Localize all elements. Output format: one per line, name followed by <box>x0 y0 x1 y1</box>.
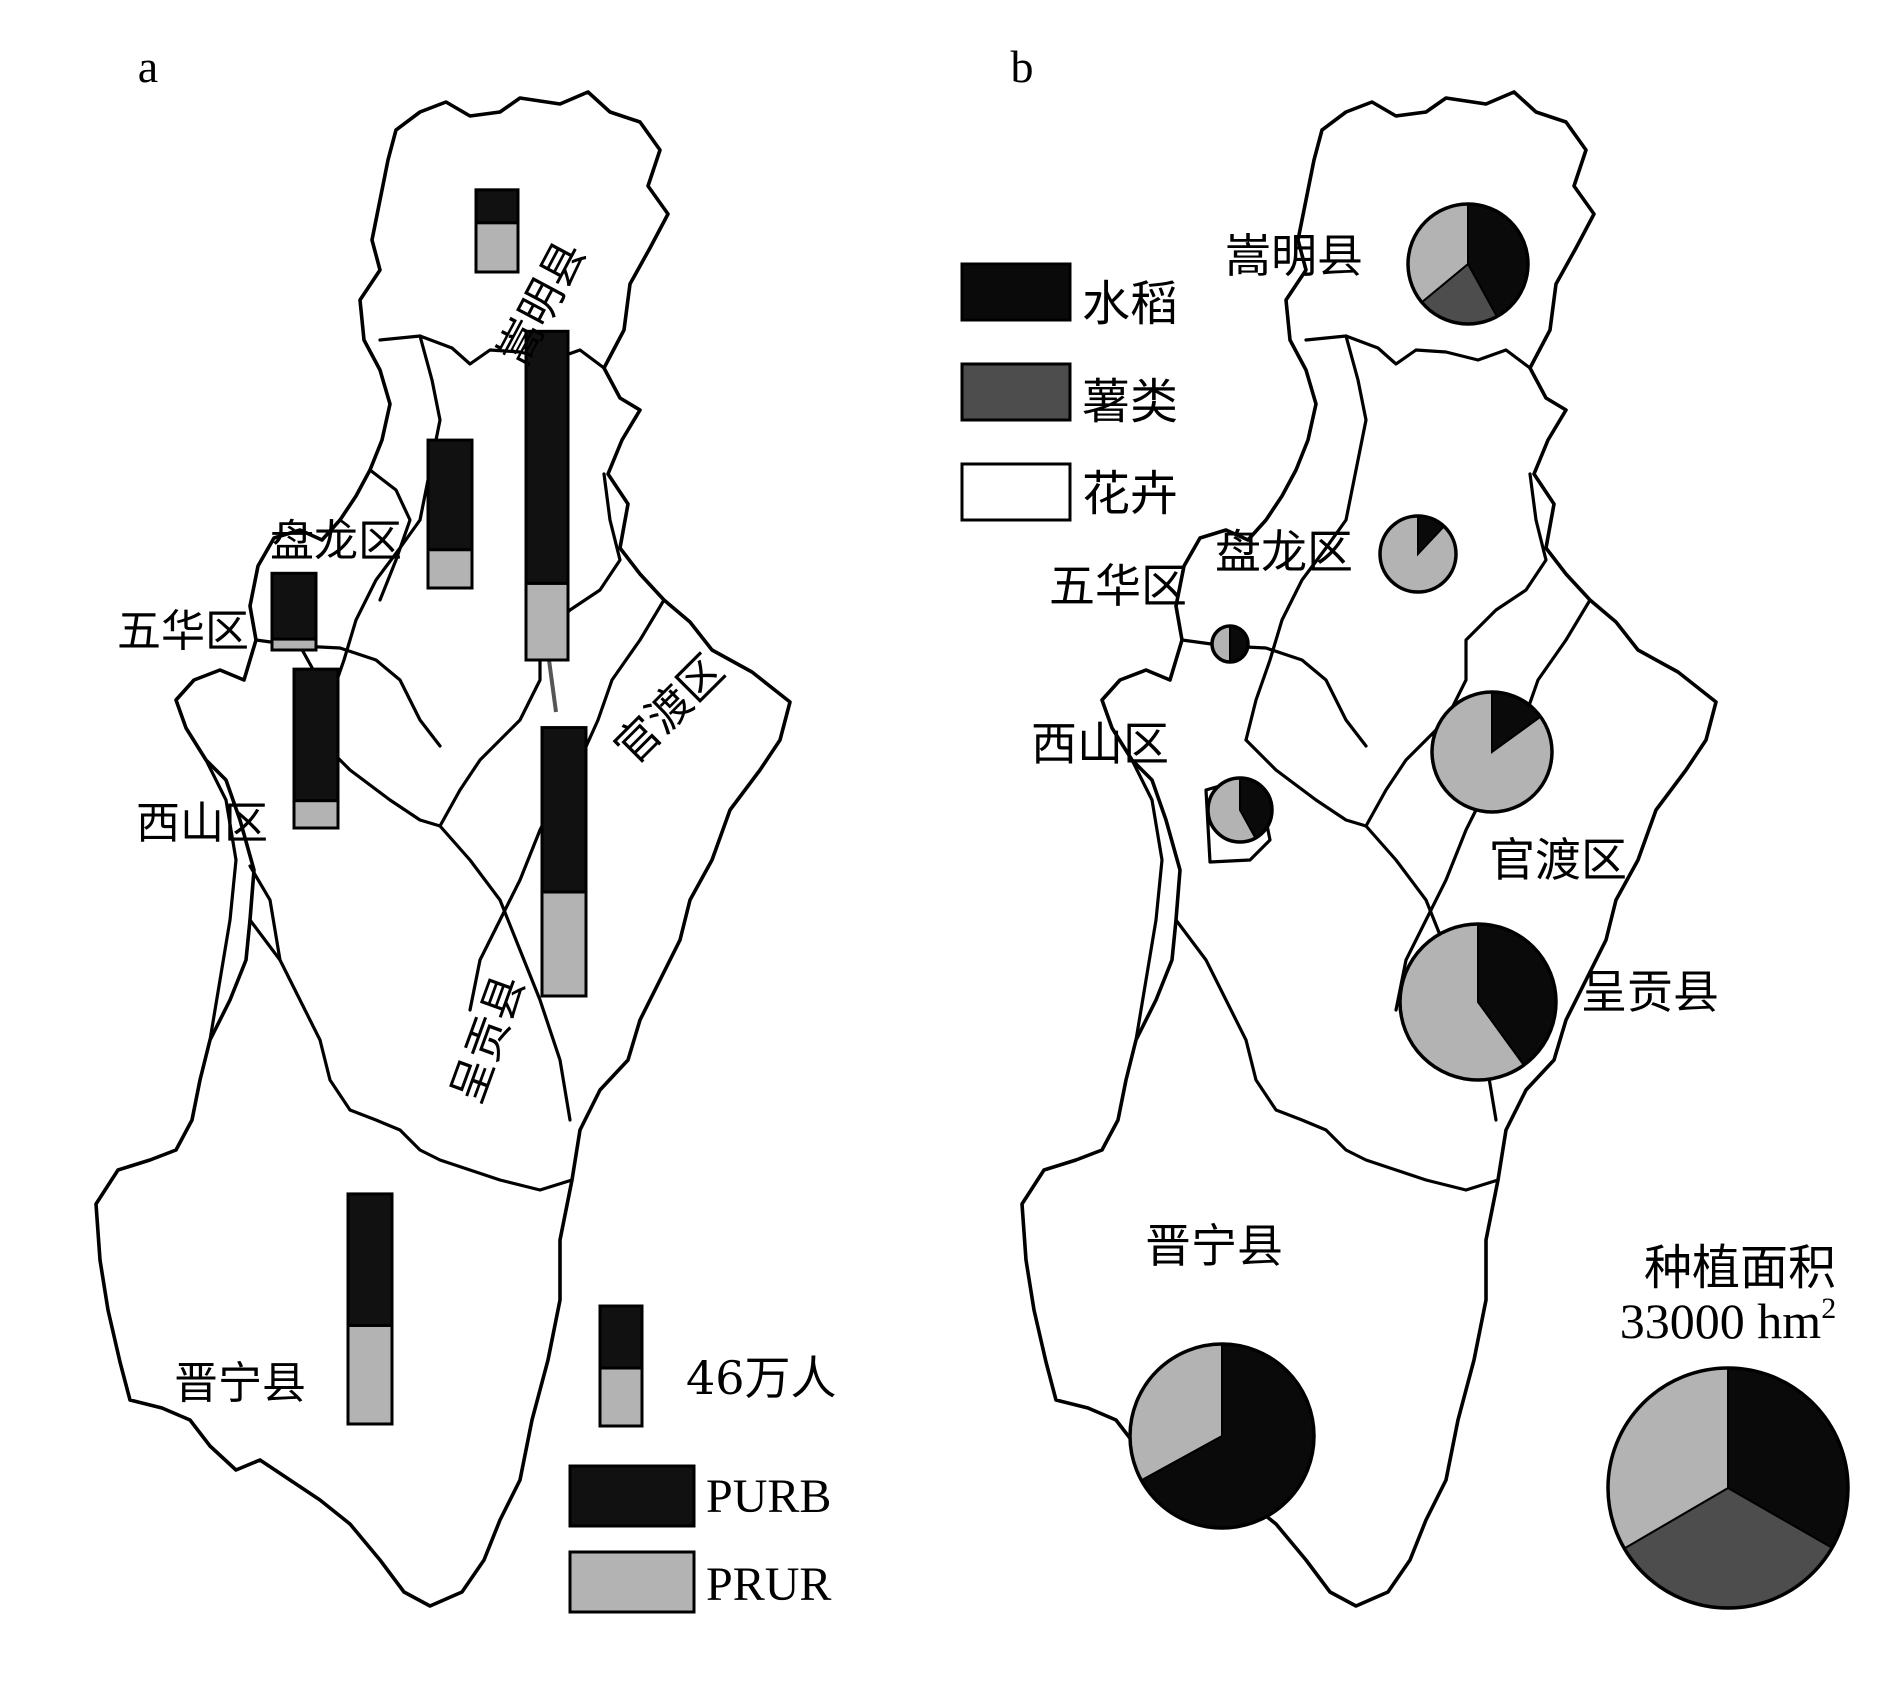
pie-outline <box>1430 690 1554 814</box>
bar-purb <box>524 329 570 585</box>
map-a-label-xishan: 西山区 <box>136 798 268 849</box>
bar-prur <box>540 890 588 998</box>
bar-purb <box>540 726 588 894</box>
map-b-label-panlong: 盘龙区 <box>1215 525 1353 579</box>
map-a-label-jinning: 晋宁县 <box>174 1358 306 1409</box>
legend-label-flowers: 花卉 <box>1082 466 1178 522</box>
bar-prur <box>292 799 340 830</box>
map-b-legend: 水稻 薯类 花卉 <box>960 262 1178 522</box>
pie-chart <box>1398 922 1558 1082</box>
map-b-pies <box>1128 202 1850 1610</box>
bar-connector <box>547 659 558 713</box>
bar-prur <box>426 548 474 590</box>
legend-swatch-tubers <box>960 362 1072 422</box>
map-a-boundaries <box>204 334 666 1192</box>
pie-outline <box>1606 1366 1850 1610</box>
bar-prur <box>474 221 520 274</box>
legend-swatch-rice <box>960 262 1072 322</box>
bar-purb <box>270 571 318 641</box>
pie-outline <box>1406 202 1530 326</box>
map-a-label-panlong: 盘龙区 <box>270 516 402 567</box>
pie-chart <box>1606 1366 1850 1610</box>
map-a-legend: 46万人 PURB PRUR <box>568 1304 837 1614</box>
pie-chart <box>1406 202 1530 326</box>
map-b-label-jinning: 晋宁县 <box>1145 1219 1283 1273</box>
legend-scale-bar-prur <box>598 1366 644 1428</box>
legend-label-tubers: 薯类 <box>1082 374 1178 430</box>
map-a-bars <box>270 188 588 1426</box>
legend-label-prur: PRUR <box>706 1558 831 1611</box>
legend-swatch-purb <box>568 1464 696 1528</box>
size-legend-title: 种植面积 <box>1644 1240 1836 1296</box>
map-b-label-chenggong: 呈贡县 <box>1581 965 1719 1019</box>
legend-scale-label: 46万人 <box>686 1351 837 1405</box>
pie-outline <box>1206 776 1274 844</box>
pie-chart <box>1128 1342 1316 1530</box>
map-b-size-legend: 种植面积 33000 hm2 <box>1620 1240 1836 1349</box>
legend-label-rice: 水稻 <box>1082 276 1178 332</box>
legend-label-purb: PURB <box>706 1470 831 1523</box>
pie-outline <box>1378 514 1458 594</box>
panel-b: b 嵩明县 盘龙区 五华区 西山区 官渡区 呈贡县 晋宁县 <box>960 41 1850 1610</box>
legend-swatch-prur <box>568 1550 696 1614</box>
size-legend-superscript: 2 <box>1821 1292 1836 1325</box>
pie-outline <box>1128 1342 1316 1530</box>
bar-purb <box>474 188 520 225</box>
panel-b-label: b <box>1011 41 1034 92</box>
size-legend-value: 33000 hm2 <box>1620 1292 1836 1349</box>
map-b-labels: 嵩明县 盘龙区 五华区 西山区 官渡区 呈贡县 晋宁县 <box>1031 229 1719 1273</box>
panel-a-label: a <box>138 41 158 92</box>
pie-chart <box>1210 624 1250 664</box>
map-b-label-wuhua: 五华区 <box>1049 559 1187 613</box>
bar-purb <box>292 667 340 803</box>
pie-chart <box>1206 776 1274 844</box>
bar-prur <box>346 1323 394 1426</box>
size-legend-value-text: 33000 hm <box>1620 1293 1822 1349</box>
bar-purb <box>426 438 474 552</box>
map-b-label-guandu: 官渡区 <box>1489 833 1627 887</box>
panel-a: a 嵩明县 盘龙区 五华区 西山区 官渡区 呈贡县 晋宁县 <box>94 41 837 1614</box>
pie-chart <box>1378 514 1458 594</box>
map-b-label-songming: 嵩明县 <box>1225 229 1363 283</box>
legend-swatch-flowers <box>960 462 1072 522</box>
bar-prur <box>270 637 318 652</box>
bar-prur <box>524 581 570 662</box>
pie-chart <box>1430 690 1554 814</box>
map-b-boundaries <box>1130 334 1592 1192</box>
legend-scale-bar-purb <box>598 1304 644 1370</box>
map-a-label-wuhua: 五华区 <box>117 606 249 657</box>
map-b-outline <box>1020 90 1718 1608</box>
pie-outline <box>1210 624 1250 664</box>
pie-outline <box>1398 922 1558 1082</box>
bar-purb <box>346 1192 394 1327</box>
map-a-outline <box>94 90 792 1608</box>
map-b-label-xishan: 西山区 <box>1031 717 1169 771</box>
